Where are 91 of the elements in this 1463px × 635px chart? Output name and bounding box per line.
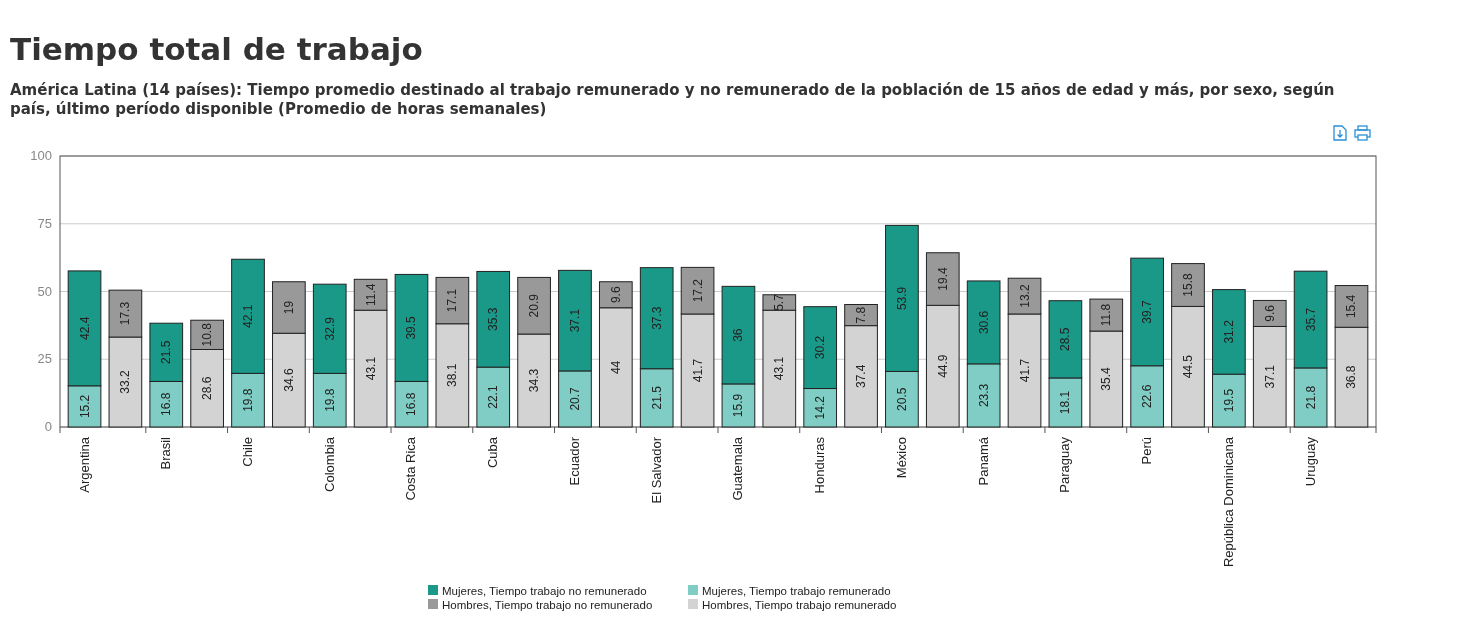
data-label: 35.7 <box>1303 307 1318 332</box>
data-label: 44.9 <box>935 354 950 378</box>
data-label: 36.8 <box>1344 365 1359 389</box>
data-label: 19.8 <box>241 388 255 412</box>
x-tick-label: Uruguay <box>1302 436 1318 487</box>
data-label: 30.6 <box>976 310 991 335</box>
x-tick-label: Colombia <box>321 436 337 492</box>
data-label: 37.1 <box>1262 364 1277 389</box>
data-label: 13.2 <box>1017 284 1032 308</box>
x-tick-label: México <box>893 437 909 479</box>
data-label: 37.4 <box>854 364 869 388</box>
data-label: 11.8 <box>1099 303 1114 327</box>
y-tick-label: 100 <box>30 148 52 163</box>
data-label: 41.7 <box>1017 358 1032 383</box>
x-tick-label: Guatemala <box>730 436 746 501</box>
data-label: 19.5 <box>1221 388 1236 413</box>
data-label: 37.3 <box>649 306 664 330</box>
data-label: 21.5 <box>649 385 664 410</box>
data-label: 21.5 <box>159 340 174 365</box>
data-label: 44 <box>608 360 623 375</box>
legend-label: Hombres, Tiempo trabajo no remunerado <box>442 598 653 611</box>
data-label: 10.8 <box>200 322 215 347</box>
data-label: 31.2 <box>1221 319 1236 344</box>
data-label: 41.7 <box>690 358 705 383</box>
data-label: 23.3 <box>976 383 991 408</box>
data-label: 16.8 <box>404 392 419 416</box>
data-label: 36 <box>731 328 746 342</box>
data-label: 34.3 <box>527 368 542 393</box>
data-label: 17.1 <box>445 288 460 313</box>
data-label: 22.1 <box>486 385 501 409</box>
data-label: 19.4 <box>935 267 950 291</box>
data-label: 28.6 <box>200 376 215 400</box>
data-label: 35.4 <box>1099 367 1114 391</box>
data-label: 9.6 <box>608 286 623 304</box>
data-label: 38.1 <box>445 363 460 388</box>
data-label: 20.9 <box>527 293 542 318</box>
data-label: 20.5 <box>894 387 909 411</box>
x-tick-label: Cuba <box>485 436 501 469</box>
legend-label: Mujeres, Tiempo trabajo no remunerado <box>442 584 647 597</box>
data-label: 44.5 <box>1181 354 1195 379</box>
data-label: 42.1 <box>241 304 255 328</box>
x-tick-label: Argentina <box>76 436 92 493</box>
x-tick-label: Panamá <box>975 436 991 486</box>
x-tick-label: Honduras <box>812 436 828 494</box>
data-label: 39.7 <box>1140 299 1155 324</box>
x-tick-label: Ecuador <box>566 436 582 486</box>
x-tick-label: Perú <box>1139 437 1155 465</box>
data-label: 19.8 <box>322 388 337 412</box>
data-label: 17.2 <box>690 278 705 303</box>
data-label: 15.2 <box>77 394 92 419</box>
chart-title: Tiempo total de trabajo <box>10 31 423 67</box>
data-label: 17.3 <box>118 301 133 326</box>
y-tick-label: 50 <box>37 283 52 299</box>
data-label: 43.1 <box>772 356 787 381</box>
data-label: 15.4 <box>1344 294 1359 319</box>
data-label: 35.3 <box>486 307 501 331</box>
chart-subtitle: América Latina (14 países): Tiempo promedio destinado al trabajo remunerado y no remunerado de la población de 15 años de edad y más, por sexo, según país, último período disponible (Promedio de horas semanales) <box>10 81 1335 118</box>
data-label: 14.2 <box>813 395 828 420</box>
data-label: 15.9 <box>731 393 746 418</box>
data-label: 5.7 <box>772 293 787 311</box>
data-label: 37.1 <box>567 308 582 333</box>
data-label: 53.9 <box>894 286 909 311</box>
data-label: 43.1 <box>363 356 378 381</box>
data-label: 16.8 <box>159 392 174 416</box>
data-label: 19 <box>281 300 296 315</box>
x-tick-label: Paraguay <box>1057 436 1073 493</box>
y-tick-label: 75 <box>37 215 52 231</box>
legend-label: Mujeres, Tiempo trabajo remunerado <box>702 584 891 597</box>
data-label: 18.1 <box>1058 390 1073 415</box>
x-tick-label: Costa Rica <box>403 436 419 501</box>
data-label: 30.2 <box>813 335 828 360</box>
y-tick-label: 25 <box>37 351 52 367</box>
data-label: 22.6 <box>1140 384 1155 409</box>
x-tick-label: Brasil <box>158 436 174 470</box>
data-label: 21.8 <box>1303 385 1318 410</box>
data-label: 42.4 <box>77 316 92 341</box>
y-tick-label: 0 <box>44 419 52 434</box>
data-label: 9.6 <box>1262 304 1277 322</box>
data-label: 7.8 <box>854 306 869 324</box>
data-label: 39.5 <box>404 315 419 340</box>
data-label: 34.6 <box>281 368 296 392</box>
x-tick-label: República Dominicana <box>1220 436 1236 568</box>
data-label: 32.9 <box>322 316 337 341</box>
data-label: 20.7 <box>567 386 582 411</box>
data-label: 28.5 <box>1058 327 1073 352</box>
data-label: 15.8 <box>1181 272 1195 297</box>
data-label: 11.4 <box>363 283 378 306</box>
legend-label: Hombres, Tiempo trabajo remunerado <box>702 598 897 611</box>
x-tick-label: Chile <box>240 437 255 467</box>
x-tick-label: El Salvador <box>648 436 664 504</box>
data-label: 33.2 <box>118 370 133 394</box>
